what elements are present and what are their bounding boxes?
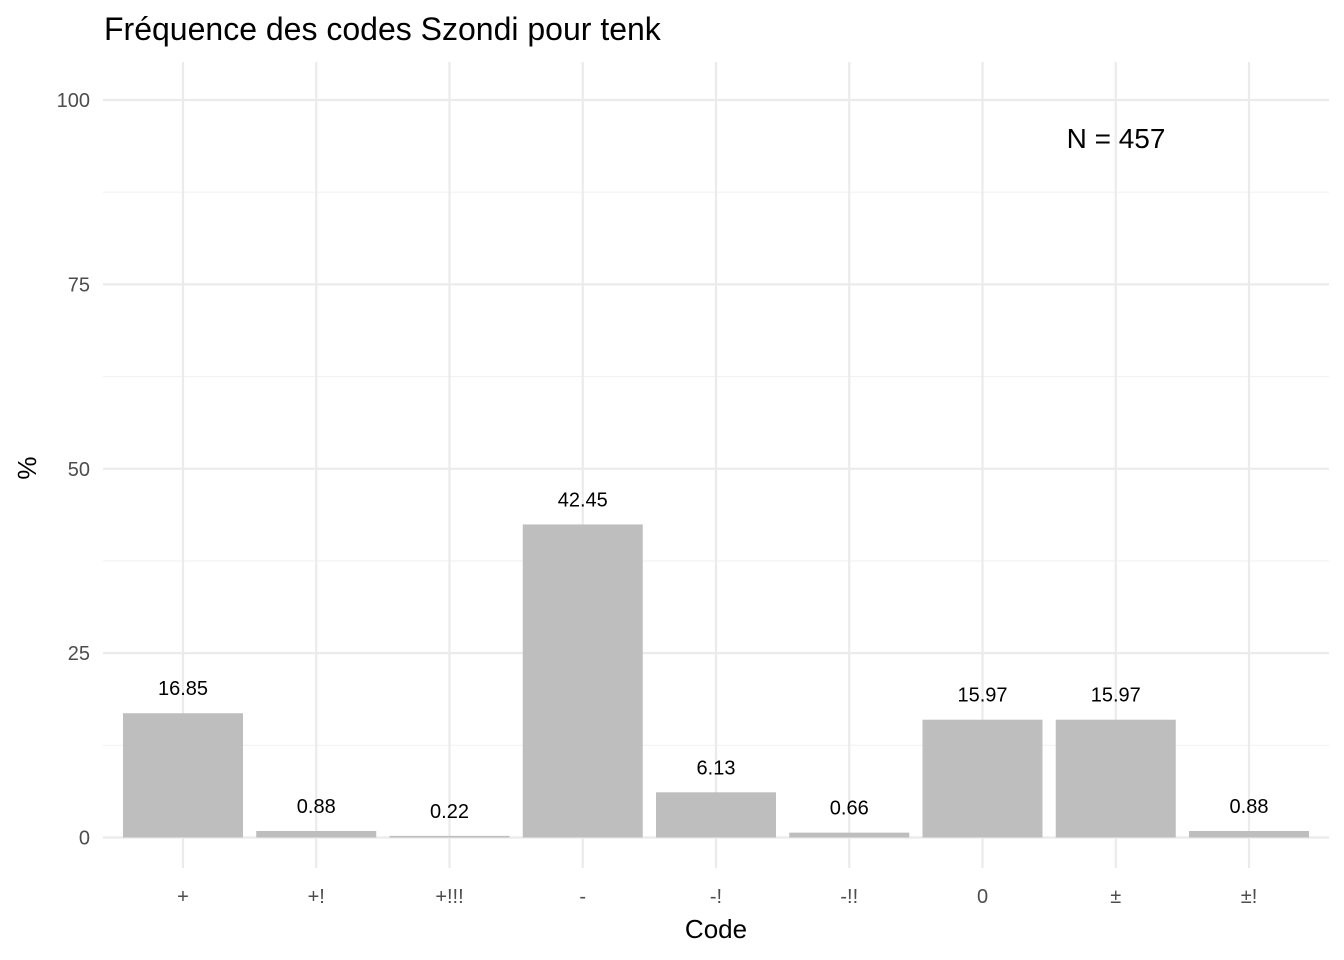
x-tick-label: ±! [1241,886,1258,908]
bar [1189,831,1309,838]
bar [522,524,643,838]
bar-value-label: 0.22 [430,801,469,823]
bar-value-label: 15.97 [957,685,1007,707]
x-tick-label: +!!! [435,886,463,908]
bar-value-label: 0.88 [297,796,336,818]
y-tick-label: 50 [68,459,90,481]
bar-value-label: 16.85 [158,678,208,700]
x-tick-label: + [177,886,189,908]
x-tick-label: - [579,886,586,908]
y-axis-ticks: 0 25 50 75 100 [57,90,90,850]
y-axis-title: % [12,456,42,479]
bar [123,713,243,838]
x-axis-title: Code [685,914,747,944]
y-tick-label: 75 [68,274,90,296]
bar [789,832,910,838]
bar [256,831,377,838]
bar-value-label: 0.88 [1230,796,1269,818]
x-tick-label: -!! [840,886,858,908]
x-axis-ticks: + +! +!!! - -! -!! 0 ± ±! [177,886,1257,908]
y-tick-label: 25 [68,643,90,665]
bar [656,792,776,838]
y-tick-label: 0 [79,828,90,850]
bar [1055,719,1176,838]
bar-value-label: 6.13 [697,757,736,779]
chart-title: Fréquence des codes Szondi pour tenk [104,11,662,47]
bar [389,835,510,838]
sample-size-annotation: N = 457 [1067,123,1166,154]
data-labels: 16.85 0.88 0.22 42.45 6.13 0.66 15.97 15.97 0.88 [158,489,1269,822]
bar-value-label: 0.66 [830,798,869,820]
x-tick-label: -! [710,886,722,908]
y-tick-label: 100 [57,90,90,112]
bar-value-label: 15.97 [1091,685,1141,707]
bar-value-label: 42.45 [558,489,608,511]
bars [123,524,1309,838]
bar [922,719,1043,838]
x-tick-label: 0 [977,886,988,908]
x-tick-label: ± [1110,886,1121,908]
x-tick-label: +! [308,886,325,908]
